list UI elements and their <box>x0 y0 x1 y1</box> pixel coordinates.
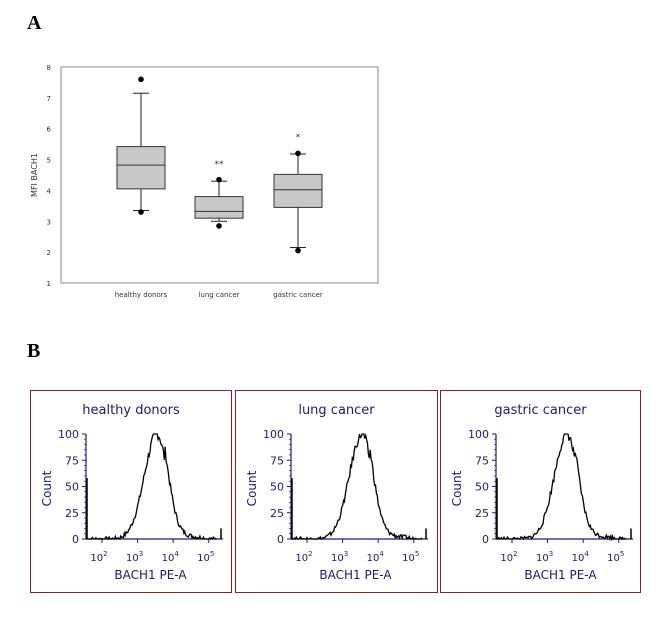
y-tick-label: 25 <box>270 507 284 520</box>
box-3: * <box>273 133 323 254</box>
x-axis-label: BACH1 PE-A <box>319 568 392 582</box>
significance-label: * <box>296 133 301 143</box>
outlier-point <box>138 76 144 83</box>
panel-label-a: A <box>27 12 42 34</box>
x-tick-label: 103 <box>331 550 348 564</box>
histogram-panel-gastric: gastric cancer 0 25 50 75 100 Count 102 103 104 1… <box>440 390 641 593</box>
box-1 <box>116 76 166 215</box>
x-tick-label: lung cancer <box>198 291 239 299</box>
x-tick-label: 105 <box>607 550 624 564</box>
y-tick-label: 2 <box>47 249 51 257</box>
box-body <box>116 146 166 190</box>
y-tick-label: 50 <box>65 481 79 494</box>
outlier-point <box>216 176 222 183</box>
x-axis-label: BACH1 PE-A <box>114 568 187 582</box>
y-tick-label: 75 <box>475 454 489 467</box>
y-tick-label: 25 <box>475 507 489 520</box>
histogram-curve <box>291 432 423 541</box>
y-axis-label: Count <box>450 470 464 506</box>
x-tick-label: 104 <box>367 550 385 564</box>
box-body <box>273 173 323 208</box>
y-tick-label: 100 <box>263 428 284 441</box>
y-tick-label: 100 <box>58 428 79 441</box>
histogram-panel-healthy: healthy donors 0 25 50 75 100 Count 102 103 104 1… <box>30 390 232 593</box>
histogram-curve <box>495 433 627 542</box>
y-tick-label: 75 <box>65 454 79 467</box>
boxplot-chart: 1 2 3 4 5 6 7 8 MFI BACH1 healthy donors ** lung ca… <box>30 64 379 299</box>
y-tick-label: 25 <box>65 507 79 520</box>
histogram-panel-lung: lung cancer 0 25 50 75 100 Count 102 103 104 105 B… <box>235 390 438 593</box>
x-tick-label: gastric cancer <box>273 291 323 299</box>
y-tick-label: 5 <box>47 157 51 165</box>
y-axis-label: Count <box>40 470 54 506</box>
y-tick-label: 75 <box>270 454 284 467</box>
histogram-curve <box>85 433 217 541</box>
x-tick-label: 103 <box>126 550 143 564</box>
outlier-point <box>295 150 301 157</box>
y-tick-label: 50 <box>475 481 489 494</box>
histogram-title: healthy donors <box>82 403 180 418</box>
y-tick-label: 0 <box>72 533 79 546</box>
x-tick-label: 103 <box>536 550 553 564</box>
y-axis-label: MFI BACH1 <box>30 153 39 197</box>
x-tick-label: 102 <box>295 550 312 564</box>
histogram-gastric: 0 25 50 75 100 Count 102 103 104 105 BACH1 PE-A <box>450 428 633 582</box>
x-tick-label: 104 <box>572 550 590 564</box>
x-tick-label: 105 <box>402 550 419 564</box>
y-tick-label: 50 <box>270 481 284 494</box>
x-tick-label: 105 <box>197 550 214 564</box>
outlier-point <box>295 247 301 254</box>
x-tick-label: healthy donors <box>115 291 168 299</box>
x-tick-label: 102 <box>90 550 107 564</box>
x-tick-label: 104 <box>162 550 180 564</box>
histogram-title: lung cancer <box>298 403 375 418</box>
outlier-point <box>216 223 222 229</box>
y-tick-label: 1 <box>47 280 51 288</box>
y-tick-label: 0 <box>277 533 284 546</box>
y-tick-label: 4 <box>47 187 52 195</box>
y-tick-label: 100 <box>468 428 489 441</box>
histogram-healthy: 0 25 50 75 100 Count 102 103 104 105 BACH1 PE-A <box>40 428 223 582</box>
y-tick-label: 7 <box>47 95 51 103</box>
x-tick-label: 102 <box>500 550 517 564</box>
box-2: ** <box>194 160 244 229</box>
panel-label-b: B <box>27 340 41 362</box>
outlier-point <box>138 209 144 215</box>
y-axis-label: Count <box>245 470 259 506</box>
plot-frame <box>60 66 379 284</box>
x-axis-label: BACH1 PE-A <box>524 568 597 582</box>
y-tick-label: 6 <box>47 126 52 134</box>
significance-label: ** <box>215 160 225 170</box>
box-body <box>194 196 244 219</box>
y-tick-label: 0 <box>482 533 489 546</box>
histogram-lung: 0 25 50 75 100 Count 102 103 104 105 BACH1 PE-A <box>245 428 428 582</box>
histogram-title: gastric cancer <box>494 403 587 418</box>
y-tick-label: 8 <box>47 64 51 72</box>
y-tick-label: 3 <box>47 218 51 226</box>
